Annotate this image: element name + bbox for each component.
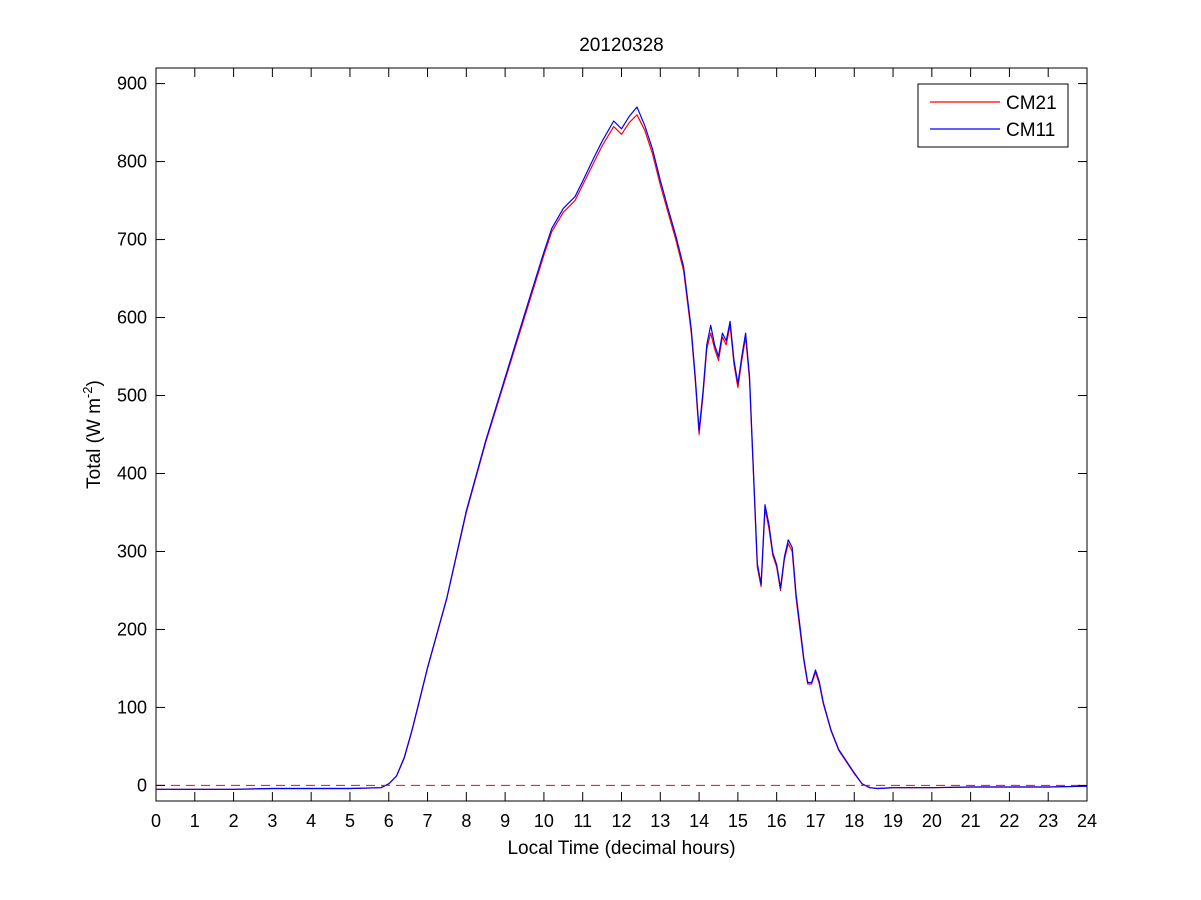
- x-tick-label: 19: [883, 811, 903, 831]
- y-axis-label-close: ): [84, 380, 105, 386]
- x-tick-label: 24: [1077, 811, 1097, 831]
- x-tick-label: 15: [728, 811, 748, 831]
- x-tick-label: 17: [805, 811, 825, 831]
- y-axis-label-main: Total (W m: [84, 398, 105, 489]
- plot-content: [156, 106, 1088, 790]
- legend-box: [917, 83, 1069, 148]
- y-tick-label: 600: [117, 308, 147, 328]
- x-tick-label: 0: [151, 811, 161, 831]
- x-tick-label: 6: [384, 811, 394, 831]
- y-tick-label: 700: [117, 230, 147, 250]
- axis-ticks: 0 1 2 3 4 5 6 7 8 9 10 11 12 13 14 15 16 17 18 19 20 21 22 23 24…: [117, 68, 1097, 831]
- y-tick-label: 100: [117, 697, 147, 717]
- legend: CM21 CM11: [917, 83, 1069, 148]
- x-tick-label: 8: [461, 811, 471, 831]
- x-tick-label: 21: [961, 811, 981, 831]
- y-axis-label-exponent: -2: [80, 386, 95, 398]
- y-axis-label: Total (W m-2): [80, 380, 105, 489]
- x-tick-label: 20: [922, 811, 942, 831]
- x-tick-label: 11: [573, 811, 592, 831]
- y-tick-label: 200: [117, 619, 147, 639]
- x-tick-label: 16: [767, 811, 787, 831]
- x-tick-label: 14: [689, 811, 709, 831]
- y-tick-label: 300: [117, 541, 147, 561]
- x-tick-label: 4: [306, 811, 316, 831]
- x-tick-label: 12: [611, 811, 631, 831]
- x-tick-label: 9: [500, 811, 510, 831]
- plot-area: [155, 67, 1088, 802]
- x-tick-label: 22: [999, 811, 1019, 831]
- y-tick-label: 900: [117, 74, 147, 94]
- series-line-cm11: [156, 106, 1088, 790]
- x-tick-label: 18: [844, 811, 864, 831]
- x-tick-label: 2: [229, 811, 239, 831]
- x-tick-label: 5: [345, 811, 355, 831]
- legend-label-cm11: CM11: [1006, 120, 1055, 141]
- x-tick-label: 3: [267, 811, 277, 831]
- x-tick-label: 1: [190, 811, 200, 831]
- y-tick-label: 800: [117, 152, 147, 172]
- y-tick-label: 0: [137, 775, 147, 795]
- x-tick-label: 23: [1038, 811, 1058, 831]
- x-tick-label: 13: [650, 811, 670, 831]
- y-tick-label: 400: [117, 463, 147, 483]
- x-tick-label: 7: [423, 811, 433, 831]
- chart-title: 20120328: [579, 35, 664, 56]
- legend-label-cm21: CM21: [1006, 93, 1057, 114]
- y-tick-label: 500: [117, 386, 147, 406]
- x-tick-label: 10: [534, 811, 554, 831]
- x-axis-label: Local Time (decimal hours): [507, 838, 735, 859]
